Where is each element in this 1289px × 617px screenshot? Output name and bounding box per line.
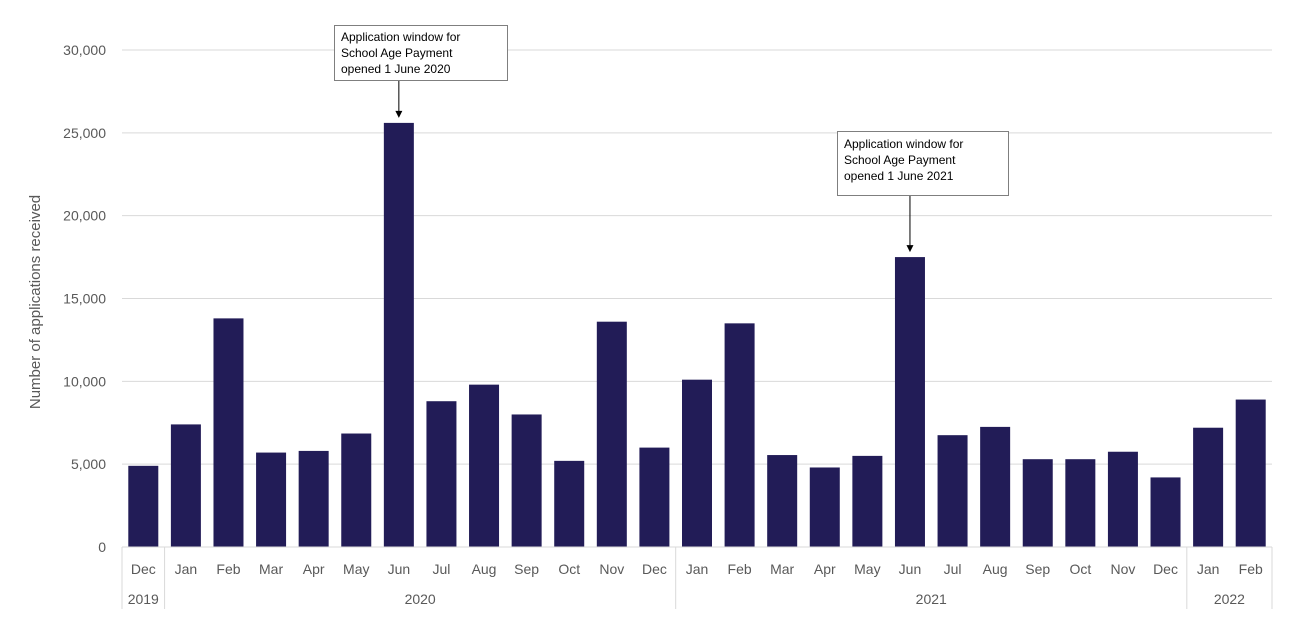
bar (1022, 459, 1053, 547)
bar (298, 450, 329, 547)
x-tick-label: Oct (1069, 561, 1091, 577)
bar (724, 323, 755, 547)
x-tick-label: Feb (216, 561, 240, 577)
bar (170, 424, 201, 547)
annotation-line: opened 1 June 2020 (341, 62, 451, 76)
y-tick-label: 15,000 (63, 291, 106, 307)
x-tick-label: Dec (131, 561, 156, 577)
x-tick-label: Feb (1239, 561, 1263, 577)
bar (426, 401, 457, 547)
x-axis: Dec Jan Feb Mar Apr May Jun Jul Aug Sep Oct Nov Dec J… (121, 546, 1273, 609)
x-tick-label: Sep (1025, 561, 1050, 577)
bars (128, 122, 1266, 547)
bar (341, 433, 372, 547)
bar (1235, 399, 1266, 547)
bar (511, 414, 542, 547)
bar (767, 455, 798, 547)
annotation-line: opened 1 June 2021 (844, 169, 954, 183)
bar (383, 122, 414, 547)
x-tick-label: Jan (1197, 561, 1220, 577)
bar (469, 384, 500, 547)
bar (852, 455, 883, 547)
bar (1065, 459, 1096, 547)
x-tick-label: Apr (303, 561, 325, 577)
y-tick-label: 20,000 (63, 208, 106, 224)
annotation-box-2021: Application window for School Age Paymen… (837, 131, 1009, 196)
annotation-arrow-head (395, 110, 403, 118)
x-tick-label: Apr (814, 561, 836, 577)
annotation-line: Application window for (844, 137, 964, 151)
year-group-label: 2022 (1214, 591, 1245, 607)
x-tick-label: Mar (259, 561, 283, 577)
x-tick-label: Dec (1153, 561, 1178, 577)
y-axis-title: Number of applications received (27, 195, 44, 409)
x-tick-label: Dec (642, 561, 667, 577)
x-tick-label: Oct (558, 561, 580, 577)
x-tick-label: Mar (770, 561, 794, 577)
annotation-arrow-head (906, 245, 914, 253)
x-tick-label: Jun (899, 561, 922, 577)
x-tick-label: May (343, 561, 369, 577)
y-axis-ticks: 0 5,000 10,000 15,000 20,000 25,000 30,000 (63, 42, 106, 555)
x-tick-label: May (854, 561, 880, 577)
bar (894, 257, 925, 547)
annotation-box-2020: Application window for School Age Paymen… (334, 25, 508, 81)
annotation-line: Application window for (341, 30, 461, 44)
bar (596, 321, 627, 547)
x-tick-label: Jul (432, 561, 450, 577)
bar (682, 379, 712, 547)
bar (809, 467, 840, 547)
bar (1107, 451, 1138, 547)
y-tick-label: 10,000 (63, 373, 106, 389)
x-tick-label: Jul (944, 561, 962, 577)
x-tick-label: Aug (983, 561, 1008, 577)
x-tick-label: Sep (514, 561, 539, 577)
x-tick-label: Feb (728, 561, 752, 577)
y-tick-label: 25,000 (63, 125, 106, 141)
bar (937, 435, 968, 547)
y-tick-label: 5,000 (71, 456, 106, 472)
year-group-label: 2021 (916, 591, 947, 607)
bar (1150, 477, 1181, 547)
x-tick-label: Jun (388, 561, 411, 577)
x-tick-label: Jan (175, 561, 198, 577)
bar (128, 465, 159, 547)
x-tick-label: Jan (686, 561, 709, 577)
bar (639, 447, 670, 547)
annotation-line: School Age Payment (844, 153, 956, 167)
bar (213, 318, 244, 547)
bar (980, 426, 1011, 547)
y-tick-label: 0 (98, 539, 106, 555)
y-tick-label: 30,000 (63, 42, 106, 58)
x-tick-label: Nov (1110, 561, 1135, 577)
x-tick-label: Aug (472, 561, 497, 577)
annotation-arrows (395, 81, 914, 253)
bar (256, 452, 287, 547)
annotation-line: School Age Payment (341, 46, 453, 60)
year-group-label: 2020 (405, 591, 436, 607)
bar (554, 460, 585, 547)
x-tick-label: Nov (599, 561, 624, 577)
year-group-label: 2019 (128, 591, 159, 607)
bar (1193, 427, 1224, 547)
